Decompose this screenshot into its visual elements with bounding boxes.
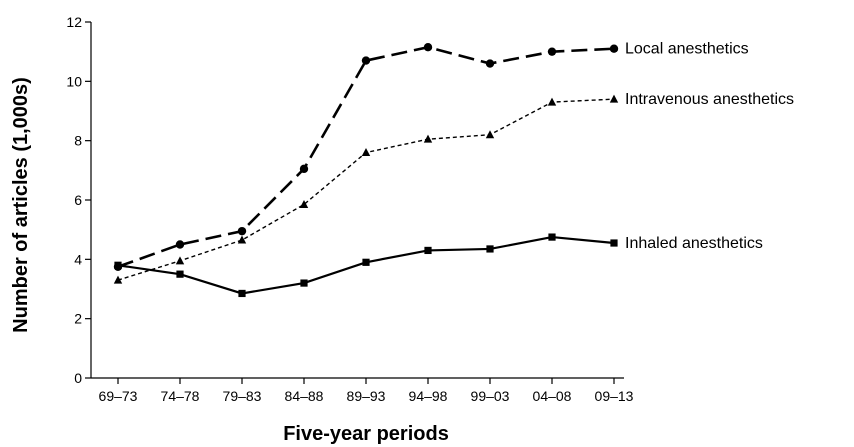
x-tick-label: 79–83 bbox=[223, 388, 262, 404]
data-point bbox=[547, 47, 557, 56]
series-inhaled-anesthetics: Inhaled anesthetics bbox=[114, 233, 763, 298]
data-point bbox=[548, 233, 556, 241]
series-label: Inhaled anesthetics bbox=[625, 235, 763, 252]
data-point bbox=[237, 226, 247, 236]
x-tick-label: 69–73 bbox=[99, 388, 138, 404]
series-local-anesthetics: Local anesthetics bbox=[113, 41, 749, 271]
y-tick-label: 2 bbox=[74, 311, 82, 327]
data-point bbox=[609, 94, 619, 103]
y-tick-label: 8 bbox=[74, 133, 82, 149]
series-intravenous-anesthetics: Intravenous anesthetics bbox=[113, 91, 794, 284]
x-axis-title: Five-year periods bbox=[283, 423, 449, 445]
data-point bbox=[485, 130, 495, 139]
y-tick-label: 4 bbox=[74, 251, 82, 267]
x-tick-label: 94–98 bbox=[409, 388, 448, 404]
x-tick-label: 89–93 bbox=[347, 388, 386, 404]
data-point bbox=[362, 258, 370, 266]
series-label: Local anesthetics bbox=[625, 41, 749, 58]
series-label: Intravenous anesthetics bbox=[625, 91, 794, 108]
y-tick-label: 6 bbox=[74, 192, 82, 208]
data-point bbox=[175, 240, 185, 249]
data-point bbox=[299, 199, 309, 208]
data-point bbox=[485, 59, 495, 68]
data-point bbox=[300, 279, 308, 287]
series-line bbox=[117, 45, 615, 268]
data-point bbox=[424, 246, 432, 255]
data-point bbox=[299, 164, 309, 174]
data-point bbox=[176, 270, 184, 278]
x-tick-label: 74–78 bbox=[161, 388, 200, 404]
x-tick-label: 99–03 bbox=[471, 388, 510, 404]
data-point bbox=[423, 43, 433, 52]
x-tick-label: 09–13 bbox=[595, 388, 634, 404]
y-axis-title: Number of articles (1,000s) bbox=[10, 77, 32, 333]
data-point bbox=[547, 97, 557, 106]
series-line bbox=[117, 98, 615, 281]
data-point bbox=[423, 134, 433, 143]
axes bbox=[85, 21, 624, 384]
data-point bbox=[175, 256, 185, 265]
data-point bbox=[610, 239, 618, 247]
data-point bbox=[486, 245, 494, 253]
x-tick-label: 04–08 bbox=[533, 388, 572, 404]
series-group: Local anesthetics Intravenous anesthetics… bbox=[113, 41, 794, 298]
x-tick-label: 84–88 bbox=[285, 388, 324, 404]
tick-labels: 0 2 4 6 8 10 12 69–73 74–78 79–83 84–88 89–93 94–98 9… bbox=[66, 14, 633, 404]
data-point bbox=[361, 56, 371, 65]
y-tick-label: 0 bbox=[74, 370, 82, 386]
y-tick-label: 12 bbox=[66, 14, 82, 30]
y-tick-label: 10 bbox=[66, 73, 82, 89]
data-point bbox=[361, 148, 371, 157]
data-point bbox=[114, 261, 122, 269]
data-point bbox=[238, 289, 246, 298]
data-point bbox=[237, 235, 247, 244]
data-point bbox=[113, 275, 123, 284]
data-point bbox=[609, 44, 619, 53]
